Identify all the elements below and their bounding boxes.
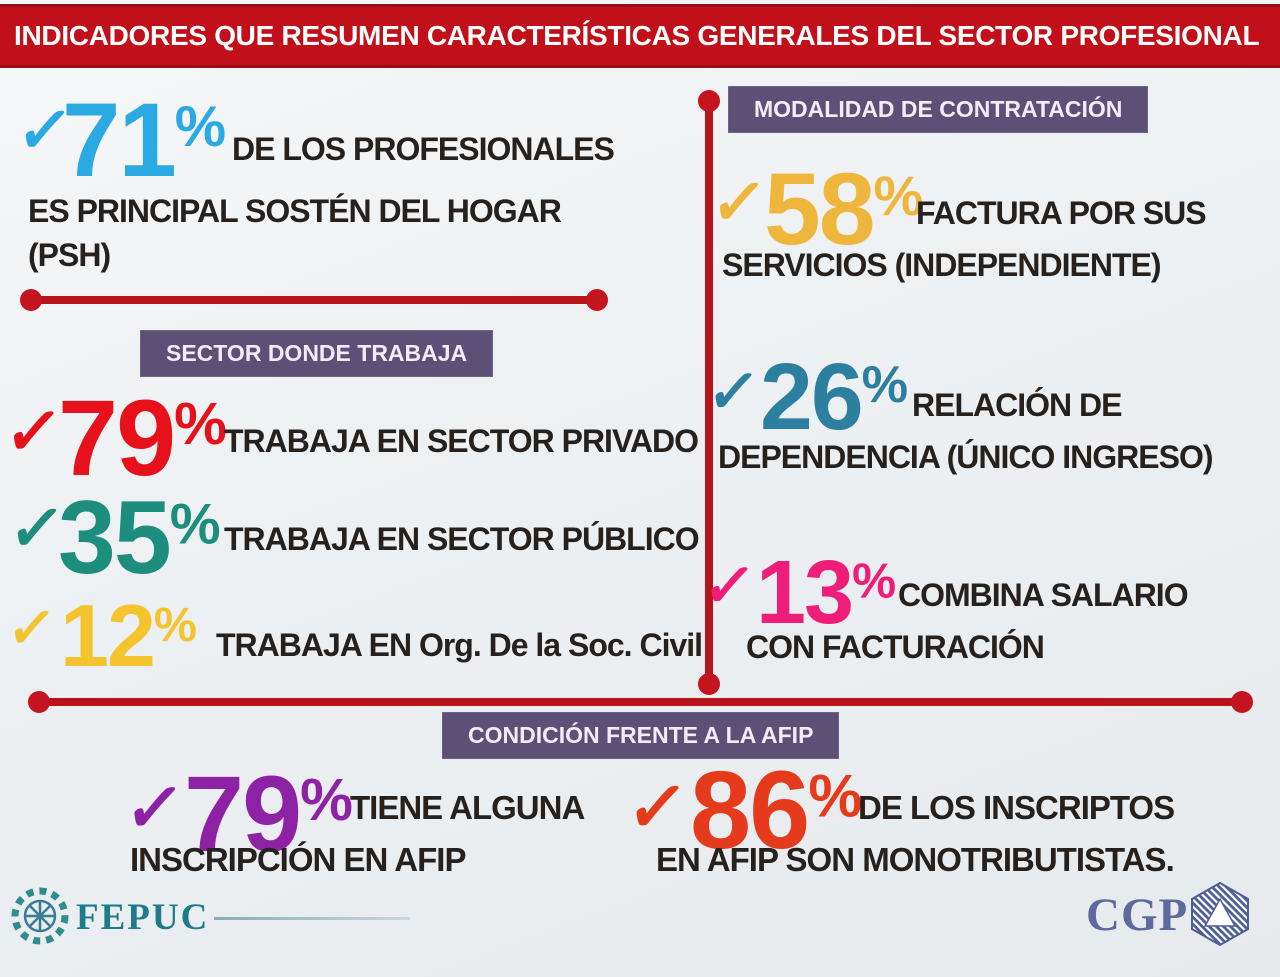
stat-value-publico: 35% xyxy=(58,480,221,596)
stat-label-publico: TRABAJA EN SECTOR PÚBLICO xyxy=(224,521,700,557)
stat-label-soc-civil: TRABAJA EN Org. De la Soc. Civil xyxy=(216,627,703,663)
page-title: INDICADORES QUE RESUMEN CARACTERÍSTICAS … xyxy=(14,20,1260,51)
stat-value-combina: 13% xyxy=(756,543,897,643)
check-icon: ✓ xyxy=(622,768,693,846)
check-icon: ✓ xyxy=(706,166,771,238)
footer-rule xyxy=(214,917,410,920)
check-icon: ✓ xyxy=(699,552,760,619)
stat-label-monotributistas-2: EN AFIP SON MONOTRIBUTISTAS. xyxy=(656,841,1175,878)
stat-value-dependencia: 26% xyxy=(760,344,909,450)
divider-dot-icon xyxy=(586,289,608,311)
stat-value-monotributistas: 86% xyxy=(690,749,863,872)
check-icon: ✓ xyxy=(3,596,60,659)
stat-value-soc-civil: 12% xyxy=(60,586,197,685)
badge-modalidad: MODALIDAD DE CONTRATACIÓN xyxy=(728,86,1149,133)
divider-dot-icon xyxy=(698,90,720,112)
fepuc-logo-icon xyxy=(10,886,70,946)
stat-label-psh-1: DE LOS PROFESIONALES xyxy=(232,131,615,167)
stat-label-monotributistas-1: DE LOS INSCRIPTOS xyxy=(858,789,1175,826)
badge-sector: SECTOR DONDE TRABAJA xyxy=(140,330,494,377)
divider-dot-icon xyxy=(1231,691,1253,713)
stat-label-inscripcion-2: INSCRIPCIÓN EN AFIP xyxy=(130,841,466,878)
stat-value-privado: 79% xyxy=(58,377,227,498)
stat-label-dependencia-2: DEPENDENCIA (ÚNICO INGRESO) xyxy=(718,439,1214,475)
stat-label-factura-1: FACTURA POR SUS xyxy=(916,195,1207,231)
stat-value-psh: 71% xyxy=(62,82,227,199)
divider-bottom xyxy=(28,691,1253,713)
stat-value-inscripcion: 79% xyxy=(184,753,353,874)
check-icon: ✓ xyxy=(0,394,67,468)
divider-dot-icon xyxy=(28,691,50,713)
badge-afip: CONDICIÓN FRENTE A LA AFIP xyxy=(442,712,840,759)
stat-label-inscripcion-1: TIENE ALGUNA xyxy=(350,789,585,826)
stat-label-combina-2: CON FACTURACIÓN xyxy=(746,629,1045,665)
stat-label-factura-2: SERVICIOS (INDEPENDIENTE) xyxy=(722,247,1161,283)
check-icon: ✓ xyxy=(703,358,764,425)
stat-value-factura: 58% xyxy=(764,152,924,266)
stat-label-dependencia-1: RELACIÓN DE xyxy=(912,387,1122,423)
divider-dot-icon xyxy=(698,673,720,695)
divider-dot-icon xyxy=(20,289,42,311)
header-bar: INDICADORES QUE RESUMEN CARACTERÍSTICAS … xyxy=(0,4,1280,68)
stat-label-privado: TRABAJA EN SECTOR PRIVADO xyxy=(224,423,699,459)
cgp-wordmark: CGP xyxy=(1086,889,1189,941)
cgp-logo-icon xyxy=(1186,880,1254,948)
divider-left xyxy=(20,289,608,311)
divider-vertical xyxy=(698,90,720,695)
fepuc-wordmark: FEPUC xyxy=(76,897,210,938)
stat-label-psh-3: (PSH) xyxy=(28,237,111,273)
check-icon: ✓ xyxy=(120,770,189,846)
stat-label-psh-2: ES PRINCIPAL SOSTÉN DEL HOGAR xyxy=(28,193,562,229)
stat-label-combina-1: COMBINA SALARIO xyxy=(898,577,1189,613)
